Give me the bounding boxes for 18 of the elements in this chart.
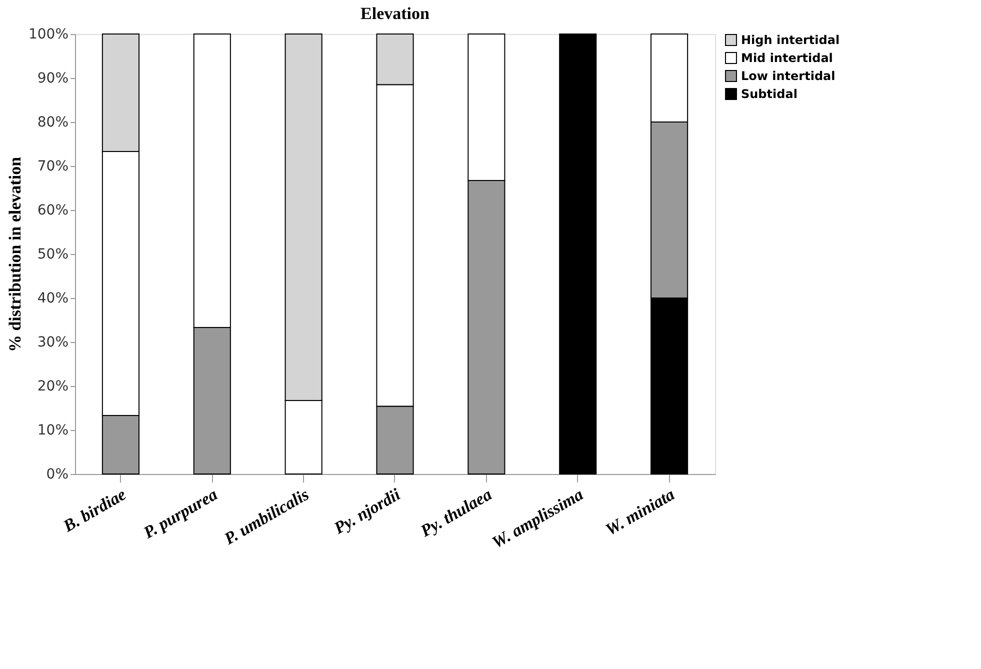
y-tick-label: 30% <box>37 334 68 350</box>
y-tick-label: 50% <box>37 246 68 262</box>
legend-label: Mid intertidal <box>741 51 833 65</box>
legend-label: Subtidal <box>741 87 798 101</box>
y-tick-label: 90% <box>37 70 68 86</box>
y-tick-label: 70% <box>37 158 68 174</box>
chart-title: Elevation <box>360 4 430 23</box>
y-tick-label: 40% <box>37 290 68 306</box>
y-tick-label: 80% <box>37 114 68 130</box>
y-tick-label: 20% <box>37 378 68 394</box>
legend-label: Low intertidal <box>741 69 836 83</box>
y-tick-label: 60% <box>37 202 68 218</box>
y-tick-label: 100% <box>28 26 68 42</box>
y-tick-label: 0% <box>46 466 68 482</box>
legend-label: High intertidal <box>741 33 840 47</box>
y-axis-title: % distribution in elevation <box>5 156 24 352</box>
y-tick-label: 10% <box>37 422 68 438</box>
bar <box>559 34 597 474</box>
